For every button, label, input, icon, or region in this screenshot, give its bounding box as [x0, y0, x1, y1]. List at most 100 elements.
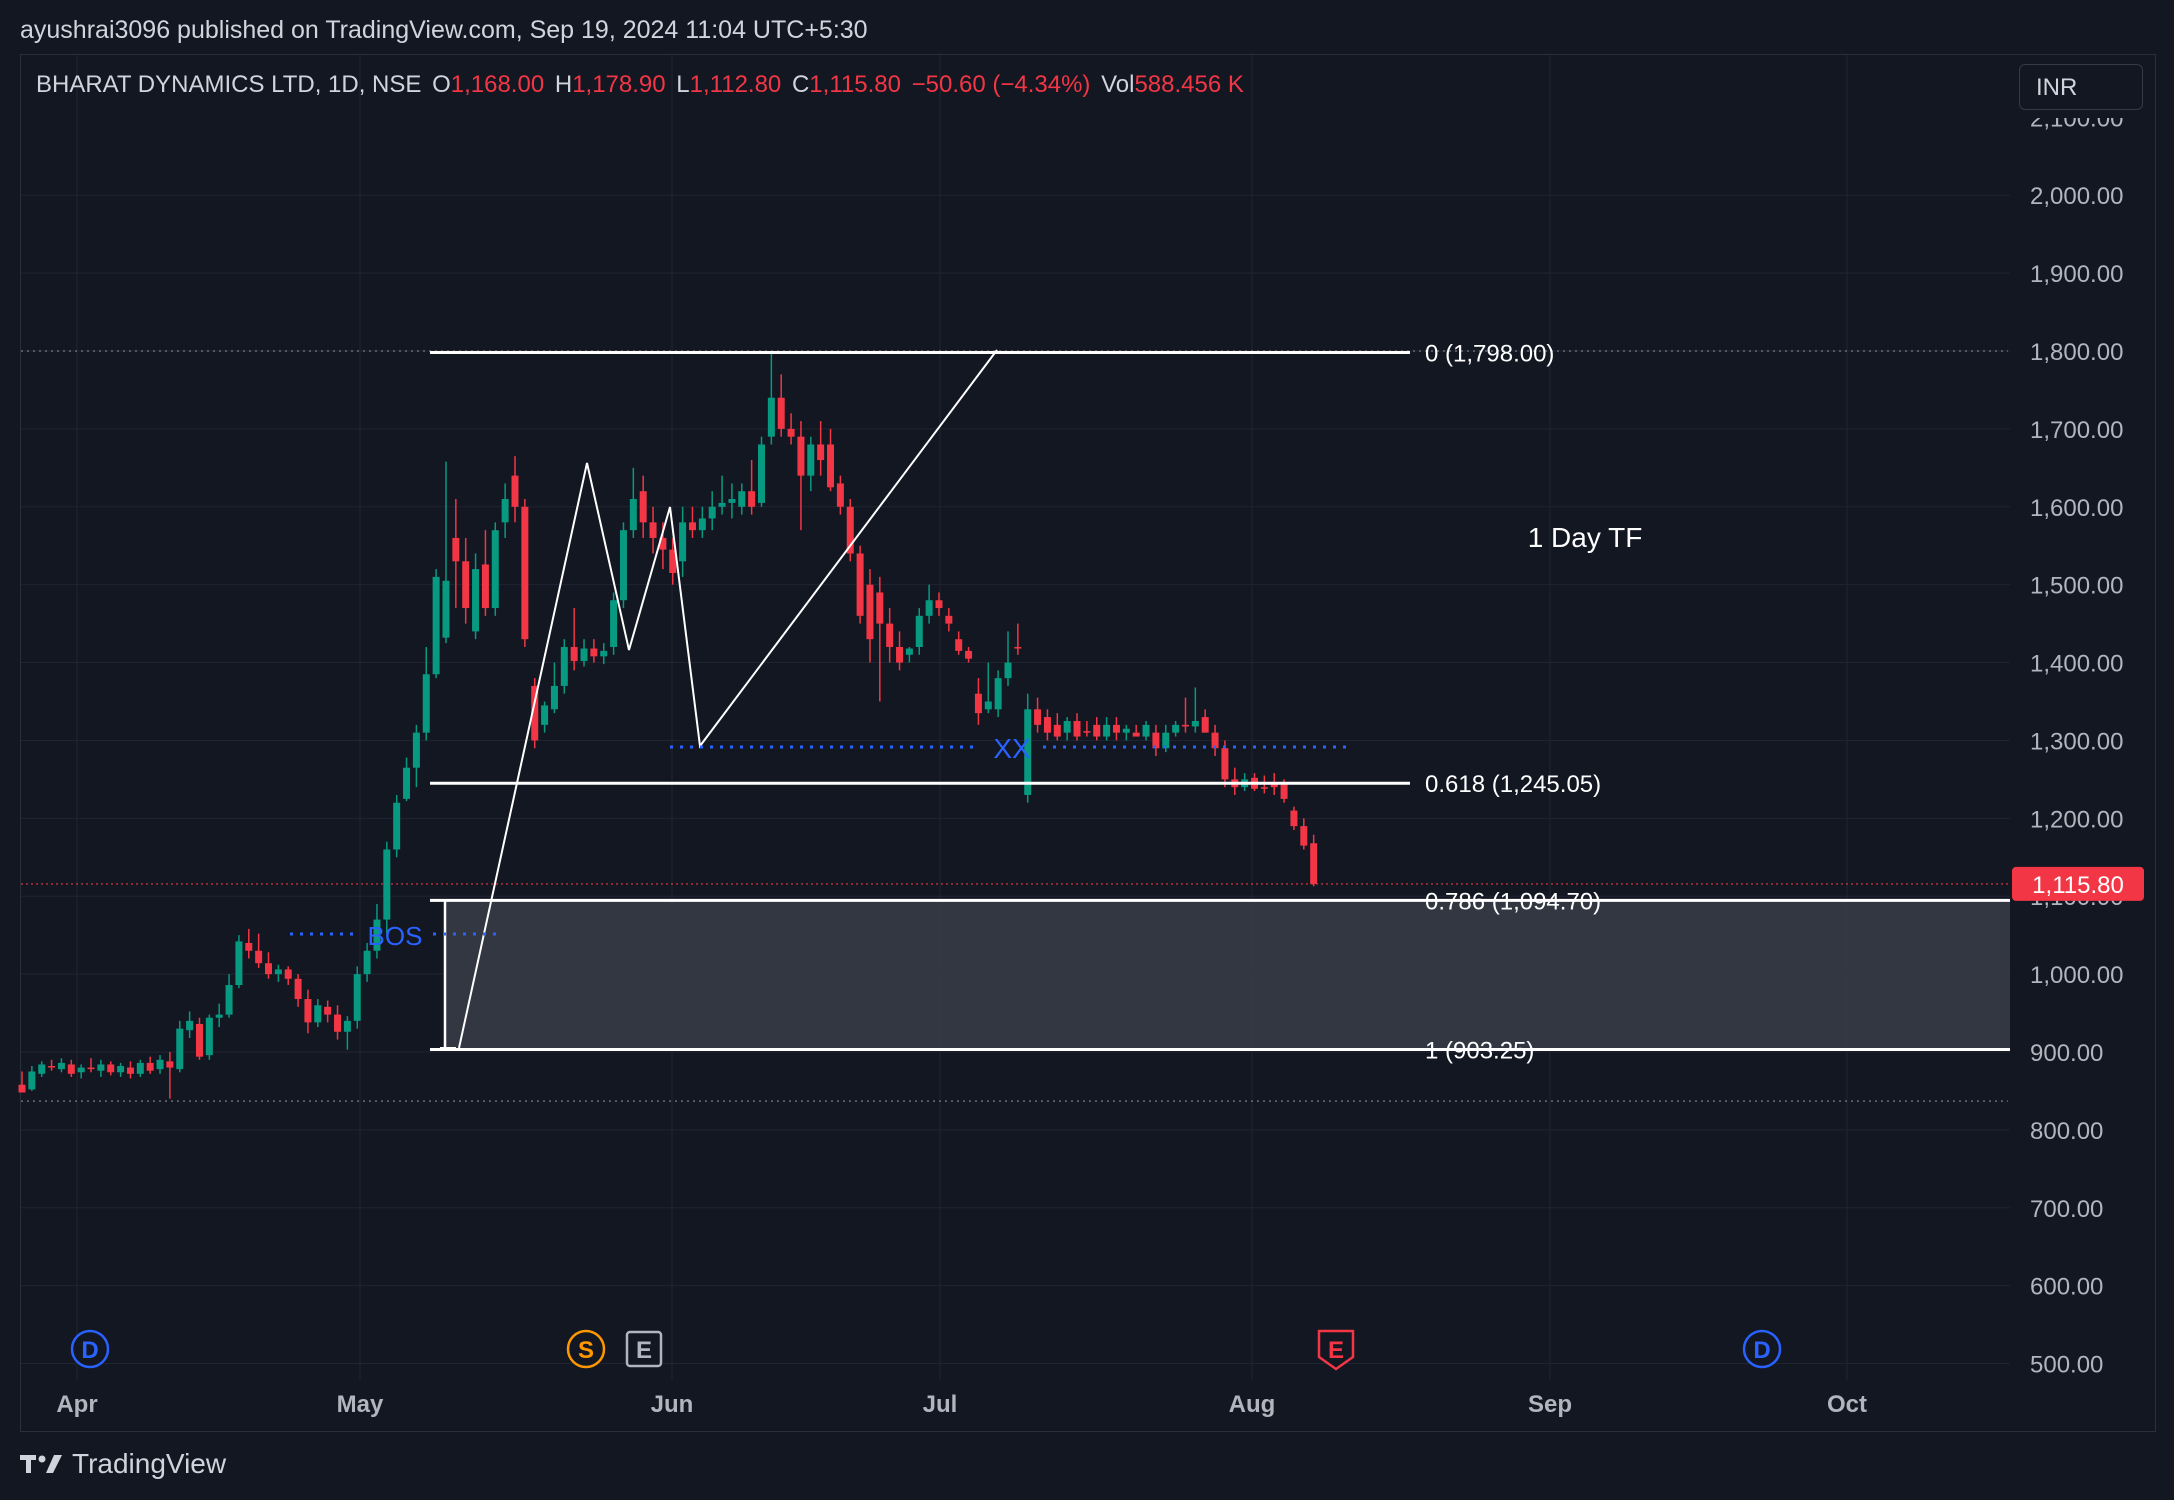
- candle-body: [107, 1064, 115, 1073]
- candle-body: [610, 600, 618, 647]
- candle-body: [541, 705, 549, 725]
- chart-panel[interactable]: [20, 54, 2156, 1432]
- demand-zone: [445, 900, 2010, 1050]
- candle-body: [1270, 783, 1278, 788]
- xx-label: XX: [993, 733, 1031, 764]
- candle-body: [550, 685, 558, 710]
- candle-body: [1034, 709, 1042, 725]
- y-tick-label: 1,300.00: [2030, 728, 2123, 755]
- candle-body: [994, 678, 1002, 710]
- candle-body: [748, 491, 756, 507]
- candle-body: [560, 646, 568, 686]
- candle-body: [1093, 724, 1101, 737]
- candle-body: [501, 498, 509, 523]
- candle-body: [1221, 748, 1229, 780]
- candle-body: [1024, 709, 1032, 795]
- x-tick-label: Jun: [651, 1391, 694, 1418]
- tradingview-brand[interactable]: TradingView: [20, 1448, 226, 1480]
- candle-body: [343, 1020, 351, 1032]
- x-tick-label: May: [337, 1391, 384, 1418]
- candle-body: [393, 802, 401, 850]
- candle-body: [669, 549, 677, 573]
- brand-name: TradingView: [72, 1448, 227, 1479]
- candle-body: [1103, 724, 1111, 737]
- candle-body: [1112, 724, 1120, 733]
- candle-body: [245, 942, 253, 951]
- candle-body: [1014, 646, 1022, 649]
- candle-body: [1053, 724, 1061, 737]
- pattern-zigzag-line: [458, 349, 998, 1049]
- candle-body: [718, 502, 726, 507]
- candle-body: [797, 436, 805, 476]
- candle-body: [570, 646, 578, 661]
- currency-selector[interactable]: INR: [2019, 64, 2143, 110]
- candle-body: [136, 1062, 144, 1074]
- candle-body: [1004, 662, 1012, 679]
- event-label: S: [578, 1337, 594, 1364]
- earnings-event-icon: [1317, 1329, 1355, 1371]
- candle-body: [1300, 826, 1308, 846]
- candle-body: [412, 732, 420, 768]
- grid-lines: [21, 55, 2010, 1380]
- candle-body: [1043, 717, 1051, 733]
- x-tick-label: Oct: [1827, 1391, 1867, 1418]
- candle-body: [156, 1059, 164, 1070]
- candle-body: [117, 1066, 125, 1073]
- candle-body: [1063, 720, 1071, 733]
- candle-body: [915, 615, 923, 647]
- y-tick-label: 1,400.00: [2030, 651, 2123, 678]
- y-tick-label: 1,200.00: [2030, 806, 2123, 833]
- candle-body: [1083, 731, 1091, 733]
- open-label: O: [432, 71, 451, 98]
- candle-body: [886, 623, 894, 647]
- tradingview-logo-icon: [20, 1455, 62, 1473]
- candle-body: [688, 522, 696, 531]
- candle-body: [491, 530, 499, 609]
- timeframe-label: 1 Day TF: [1528, 522, 1643, 553]
- candle-body: [1260, 787, 1268, 789]
- candle-body: [126, 1067, 134, 1074]
- candle-body: [767, 397, 775, 437]
- candle-body: [225, 985, 233, 1015]
- event-label: D: [81, 1337, 98, 1364]
- candle-body: [659, 537, 667, 550]
- candle-body: [176, 1028, 184, 1070]
- candle-body: [531, 685, 539, 741]
- event-label: D: [1753, 1337, 1770, 1364]
- candle-body: [462, 561, 470, 609]
- y-tick-label-partial: 2,100.00: [2030, 105, 2123, 132]
- change-value: −50.60 (−4.34%): [911, 71, 1091, 98]
- candle-body: [294, 978, 302, 1000]
- candle-body: [324, 1006, 332, 1015]
- dividend-event-icon: [1742, 1329, 1782, 1369]
- candle-body: [235, 941, 243, 986]
- volume-label: Vol: [1101, 71, 1135, 98]
- candle-body: [1172, 724, 1180, 733]
- candle-body: [77, 1067, 85, 1073]
- candle-body: [777, 397, 785, 429]
- candle-body: [353, 974, 361, 1021]
- candle-body: [1181, 724, 1189, 727]
- bos-label: BOS: [368, 921, 423, 951]
- candle-body: [284, 969, 292, 979]
- low-label: L: [676, 71, 690, 98]
- candle-body: [1122, 728, 1130, 733]
- candle-body: [1310, 843, 1318, 884]
- y-tick-label: 1,800.00: [2030, 339, 2123, 366]
- y-tick-label: 600.00: [2030, 1274, 2103, 1301]
- open-value: 1,168.00: [450, 71, 545, 98]
- candle-body: [1073, 720, 1081, 737]
- y-tick-label: 1,900.00: [2030, 261, 2123, 288]
- candle-body: [57, 1062, 65, 1070]
- candle-body: [984, 701, 992, 710]
- candle-body: [97, 1064, 105, 1071]
- candle-body: [629, 498, 637, 531]
- candle-body: [422, 674, 430, 733]
- candle-body: [304, 999, 312, 1023]
- candle-body: [1201, 717, 1209, 733]
- event-label: E: [636, 1337, 652, 1364]
- candle-body: [363, 950, 371, 975]
- candle-body: [38, 1064, 46, 1074]
- y-tick-label: 1,500.00: [2030, 573, 2123, 600]
